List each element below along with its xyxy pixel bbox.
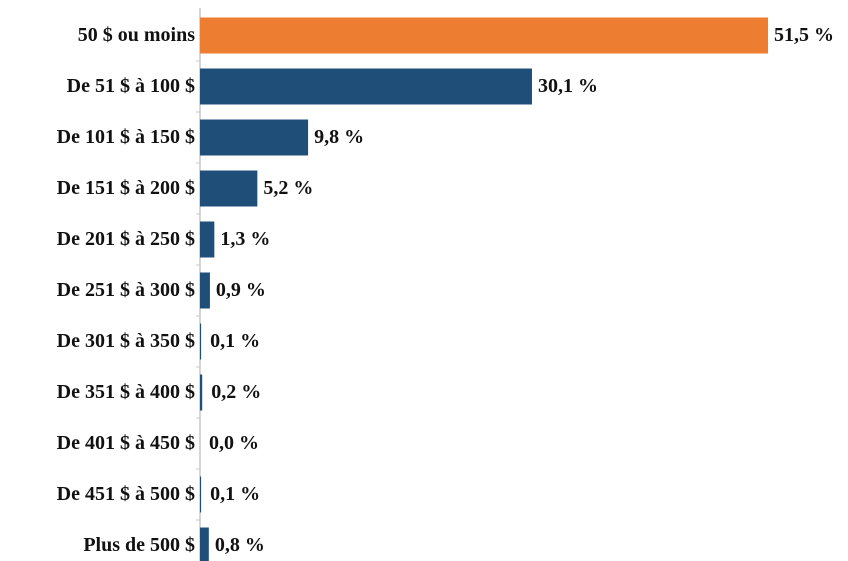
bar (200, 476, 202, 513)
value-label: 1,3 % (220, 228, 270, 250)
bar (200, 119, 309, 156)
value-label: 0,0 % (209, 432, 259, 454)
value-label: 0,8 % (215, 534, 265, 556)
bar (200, 170, 258, 207)
value-label: 0,1 % (210, 483, 260, 505)
bar (200, 374, 203, 411)
bar (200, 68, 532, 105)
bar (200, 272, 210, 309)
bar (200, 527, 209, 561)
value-label: 0,1 % (210, 330, 260, 352)
value-label: 0,2 % (211, 381, 261, 403)
category-label: Plus de 500 $ (83, 534, 195, 556)
bar (200, 221, 215, 258)
category-label: De 201 $ à 250 $ (57, 228, 195, 250)
category-label: De 351 $ à 400 $ (57, 381, 195, 403)
category-label: De 451 $ à 500 $ (57, 483, 195, 505)
value-label: 9,8 % (314, 126, 364, 148)
category-label: De 301 $ à 350 $ (57, 330, 195, 352)
category-label: De 101 $ à 150 $ (57, 126, 195, 148)
value-label: 5,2 % (263, 177, 313, 199)
value-label: 30,1 % (538, 75, 598, 97)
category-label: De 51 $ à 100 $ (67, 75, 195, 97)
category-label: De 251 $ à 300 $ (57, 279, 195, 301)
category-label: De 401 $ à 450 $ (57, 432, 195, 454)
value-label: 51,5 % (774, 24, 834, 46)
value-label: 0,9 % (216, 279, 266, 301)
bar (200, 17, 768, 54)
bar (200, 323, 202, 360)
category-label: De 151 $ à 200 $ (57, 177, 195, 199)
category-label: 50 $ ou moins (78, 24, 195, 46)
